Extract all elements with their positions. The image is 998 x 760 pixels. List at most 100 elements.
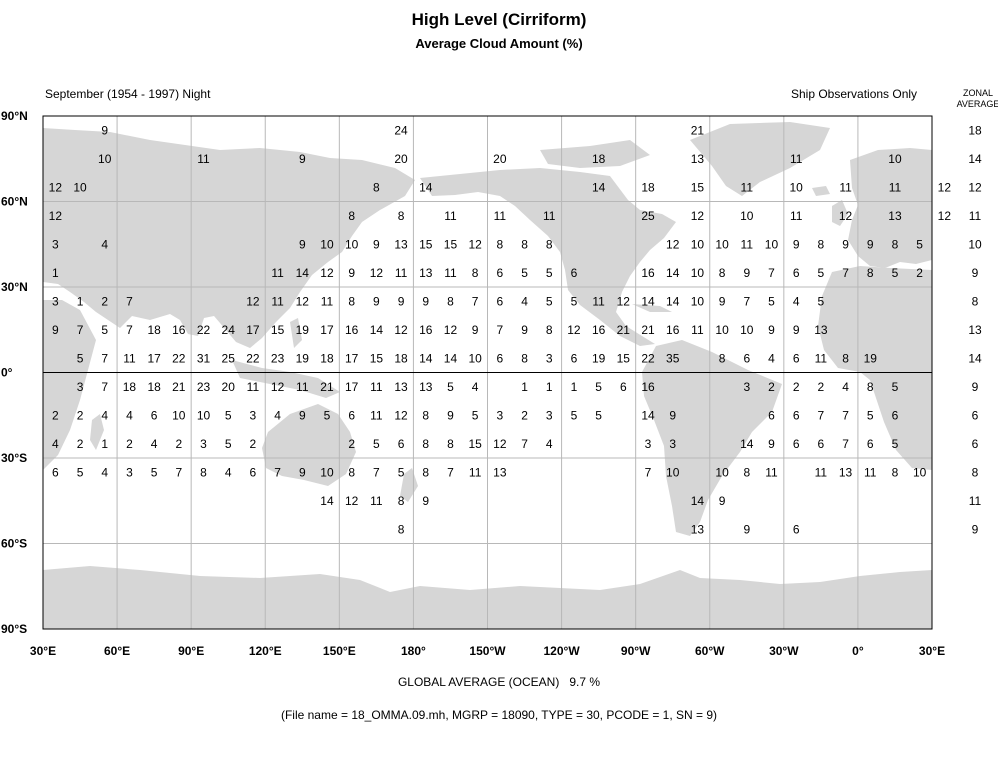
cell-value: 5 (916, 237, 923, 251)
cell-value: 6 (620, 380, 627, 394)
cell-value: 19 (296, 351, 310, 365)
cell-value: 11 (271, 294, 284, 308)
cell-value: 11 (197, 152, 210, 166)
cell-value: 11 (395, 266, 408, 280)
cell-value: 7 (842, 437, 849, 451)
cell-value: 22 (172, 351, 186, 365)
cell-value: 12 (493, 437, 507, 451)
cell-value: 21 (691, 123, 705, 137)
cell-value: 2 (126, 437, 133, 451)
cell-value: 2 (250, 437, 257, 451)
cell-value: 5 (521, 266, 528, 280)
cell-value: 15 (468, 437, 482, 451)
cell-value: 11 (889, 180, 902, 194)
cell-value: 3 (250, 408, 257, 422)
latitude-labels: 90°N 60°N 30°N 0° 30°S 60°S 90°S (1, 109, 28, 636)
cell-value: 12 (320, 266, 334, 280)
cell-value: 5 (892, 437, 899, 451)
cell-value: 13 (888, 209, 902, 223)
cell-value: 24 (222, 323, 236, 337)
cell-value: 5 (77, 351, 84, 365)
cell-value: 2 (916, 266, 923, 280)
longitude-label: 90°E (178, 644, 204, 658)
south-america-land (642, 340, 782, 536)
cell-value: 8 (497, 237, 504, 251)
latitude-label: 30°N (1, 280, 28, 294)
eurasia-land (43, 128, 415, 348)
cell-value: 10 (765, 237, 779, 251)
longitude-label: 150°E (323, 644, 356, 658)
cell-value: 5 (892, 380, 899, 394)
cell-value: 16 (172, 323, 186, 337)
caribbean-land (632, 304, 672, 312)
cell-value: 12 (839, 209, 853, 223)
cell-value: 11 (741, 180, 754, 194)
period-label: September (1954 - 1997) Night (45, 87, 211, 101)
cell-value: 9 (768, 323, 775, 337)
cell-value: 8 (447, 294, 454, 308)
cell-value: 5 (225, 408, 232, 422)
cell-value: 13 (691, 522, 705, 536)
latitude-label: 90°N (1, 109, 28, 123)
cell-value: 5 (818, 266, 825, 280)
cell-value: 10 (790, 180, 804, 194)
cell-value: 18 (641, 180, 655, 194)
cell-value: 6 (250, 465, 257, 479)
cell-value: 31 (197, 351, 211, 365)
cell-value: 6 (151, 408, 158, 422)
cell-value: 2 (793, 380, 800, 394)
longitude-label: 30°E (919, 644, 945, 658)
cell-value: 10 (468, 351, 482, 365)
zonal-average-value: 10 (968, 237, 982, 251)
cell-value: 14 (444, 351, 458, 365)
cell-value: 10 (740, 209, 754, 223)
cell-value: 13 (839, 465, 853, 479)
cell-value: 12 (271, 380, 285, 394)
cell-value: 11 (592, 294, 605, 308)
cell-value: 6 (818, 437, 825, 451)
cell-value: 7 (743, 294, 750, 308)
longitude-label: 180° (401, 644, 426, 658)
longitude-label: 90°W (621, 644, 651, 658)
cell-value: 6 (497, 266, 504, 280)
cell-value: 10 (320, 237, 334, 251)
cell-value: 2 (521, 408, 528, 422)
cell-value: 9 (743, 266, 750, 280)
cell-value: 4 (472, 380, 479, 394)
cell-value: 8 (348, 465, 355, 479)
cell-value: 12 (938, 180, 952, 194)
cell-value: 1 (77, 294, 84, 308)
zonal-average-value: 8 (972, 465, 979, 479)
cell-value: 4 (842, 380, 849, 394)
cell-value: 6 (571, 266, 578, 280)
cell-value: 19 (296, 323, 310, 337)
cell-value: 7 (274, 465, 281, 479)
cell-value: 6 (793, 522, 800, 536)
arctic-islands-land (540, 140, 650, 168)
cell-value: 3 (52, 294, 59, 308)
cell-value: 8 (892, 237, 899, 251)
zonal-average-value: 9 (972, 522, 979, 536)
cell-value: 3 (52, 237, 59, 251)
cell-value: 4 (768, 351, 775, 365)
africa-land (818, 266, 932, 470)
cell-value: 3 (546, 351, 553, 365)
cell-value: 12 (49, 209, 63, 223)
cell-value: 6 (793, 351, 800, 365)
cell-value: 1 (101, 437, 108, 451)
cell-value: 5 (892, 266, 899, 280)
cell-value: 18 (147, 380, 161, 394)
cell-value: 9 (669, 408, 676, 422)
cell-value: 22 (197, 323, 211, 337)
cell-value: 4 (546, 437, 553, 451)
cell-value: 14 (666, 294, 680, 308)
cell-value: 18 (394, 351, 408, 365)
cell-value: 6 (497, 294, 504, 308)
cell-value: 7 (126, 323, 133, 337)
cell-value: 16 (641, 266, 655, 280)
cell-value: 15 (370, 351, 384, 365)
cell-value: 25 (641, 209, 655, 223)
madagascar-land (90, 414, 104, 450)
cell-value: 11 (839, 180, 852, 194)
